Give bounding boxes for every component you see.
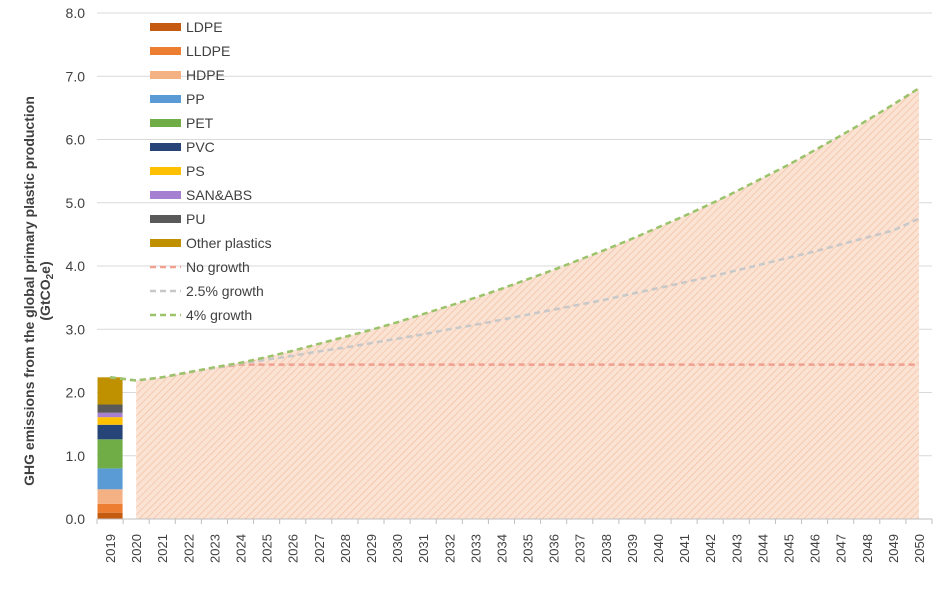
legend-swatch	[150, 215, 181, 223]
x-tick-label: 2039	[625, 534, 640, 563]
bar-segment-other-plastics	[97, 377, 123, 405]
x-tick-label: 2037	[573, 534, 588, 563]
legend-label: PS	[186, 163, 205, 179]
x-tick-label: 2030	[390, 534, 405, 563]
legend-swatch	[150, 47, 181, 55]
x-tick-label: 2036	[547, 534, 562, 563]
legend-swatch	[150, 95, 181, 103]
x-tick-label: 2022	[181, 534, 196, 563]
x-tick-label: 2048	[860, 534, 875, 563]
x-tick-label: 2028	[338, 534, 353, 563]
y-axis-unit-label: (GtCO2e)	[37, 261, 56, 320]
legend-swatch	[150, 71, 181, 79]
y-tick-label: 5.0	[66, 195, 86, 211]
x-tick-label: 2029	[364, 534, 379, 563]
bar-segment-san-abs	[97, 412, 123, 418]
x-tick-label: 2043	[729, 534, 744, 563]
bar-segment-pet	[97, 439, 123, 469]
legend-label: SAN&ABS	[186, 187, 252, 203]
bar-segment-ldpe	[97, 512, 123, 519]
projection-area-fill	[136, 88, 919, 519]
legend-label: LDPE	[186, 19, 223, 35]
x-tick-label: 2024	[234, 534, 249, 563]
x-tick-label: 2021	[155, 534, 170, 563]
x-tick-label: 2049	[886, 534, 901, 563]
x-tick-label: 2047	[834, 534, 849, 563]
series-lines	[109, 87, 920, 382]
projection-area	[136, 88, 919, 519]
y-tick-label: 8.0	[66, 5, 86, 21]
bar-segment-pvc	[97, 424, 123, 440]
y-tick-label: 2.0	[66, 385, 86, 401]
x-tick-label: 2026	[286, 534, 301, 563]
x-tick-label: 2050	[912, 534, 927, 563]
y-tick-label: 6.0	[66, 132, 86, 148]
bar-segment-ps	[97, 417, 123, 425]
x-tick-label: 2023	[207, 534, 222, 563]
legend-swatch	[150, 191, 181, 199]
y-tick-label: 0.0	[66, 511, 86, 527]
y-tick-label: 7.0	[66, 68, 86, 84]
legend-swatch	[150, 23, 181, 31]
legend-label: 4% growth	[186, 307, 252, 323]
y-axis-title: GHG emissions from the global primary pl…	[21, 96, 56, 486]
legend: LDPE LLDPE HDPE PP PET PVC PS SAN&ABS PU Other pl…	[150, 19, 272, 323]
bar-segment-hdpe	[97, 489, 123, 504]
x-tick-label: 2038	[599, 534, 614, 563]
series-line-2-5-growth	[109, 217, 920, 382]
bar-segment-lldpe	[97, 503, 123, 513]
legend-label: LLDPE	[186, 43, 230, 59]
x-tick-label: 2045	[781, 534, 796, 563]
legend-label: PP	[186, 91, 205, 107]
x-tick-label: 2019	[103, 534, 118, 563]
x-tick-label: 2025	[260, 534, 275, 563]
legend-label: Other plastics	[186, 235, 272, 251]
x-axis: 2019 2020 2021 2022 2023 2024 2025 2026 2027 2028…	[96, 518, 933, 563]
x-tick-label: 2033	[468, 534, 483, 563]
legend-swatch	[150, 119, 181, 127]
bar-segment-pu	[97, 404, 123, 413]
x-tick-label: 2031	[416, 534, 431, 563]
legend-label: HDPE	[186, 67, 225, 83]
legend-swatch	[150, 239, 181, 247]
x-tick-label: 2032	[442, 534, 457, 563]
x-tick-label: 2041	[677, 534, 692, 563]
y-tick-label: 4.0	[66, 258, 86, 274]
x-tick-label: 2044	[755, 534, 770, 563]
x-tick-label: 2027	[312, 534, 327, 563]
x-tick-label: 2040	[651, 534, 666, 563]
y-axis: 0.0 1.0 2.0 3.0 4.0 5.0 6.0 7.0 8.0	[66, 5, 86, 527]
y-axis-label: GHG emissions from the global primary pl…	[21, 96, 37, 486]
y-tick-label: 1.0	[66, 448, 86, 464]
x-tick-label: 2046	[808, 534, 823, 563]
x-tick-label: 2034	[494, 534, 509, 563]
x-tick-label: 2035	[521, 534, 536, 563]
legend-label: No growth	[186, 259, 250, 275]
series-line-4-growth	[109, 87, 920, 382]
x-tick-label: 2042	[703, 534, 718, 563]
legend-swatch	[150, 143, 181, 151]
legend-label: PET	[186, 115, 214, 131]
stacked-bar-2019	[97, 377, 123, 519]
y-tick-label: 3.0	[66, 321, 86, 337]
x-tick-label: 2020	[129, 534, 144, 563]
legend-label: PVC	[186, 139, 215, 155]
legend-label: PU	[186, 211, 205, 227]
legend-label: 2.5% growth	[186, 283, 264, 299]
legend-swatch	[150, 167, 181, 175]
series-line-no-growth	[109, 363, 919, 382]
bar-segment-pp	[97, 468, 123, 490]
